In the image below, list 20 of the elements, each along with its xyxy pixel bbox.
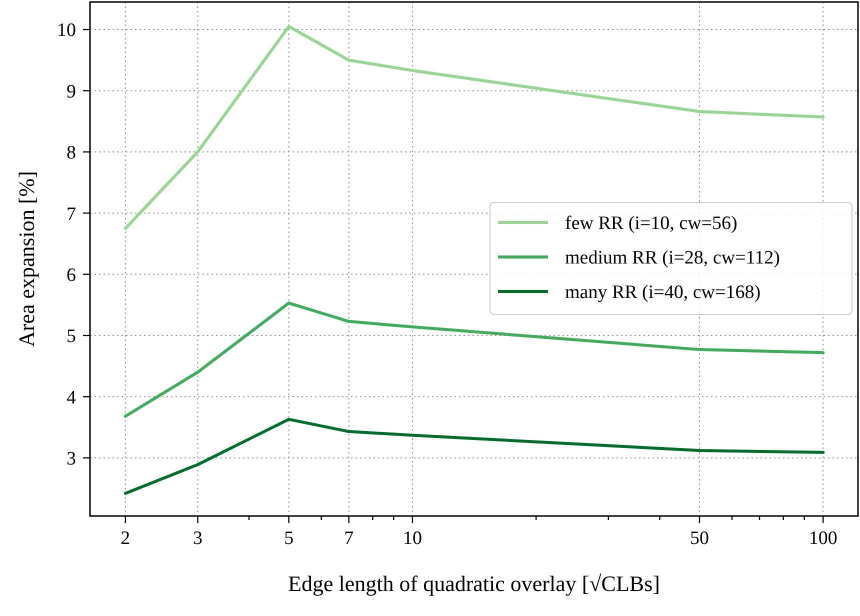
y-tick-label: 5 (66, 326, 76, 348)
y-tick-label: 3 (66, 448, 76, 470)
x-tick-label: 100 (808, 528, 838, 549)
y-axis-title: Area expansion [%] (14, 171, 39, 347)
x-tick-label: 5 (284, 528, 294, 549)
y-tick-label: 9 (66, 81, 76, 102)
x-axis-title: Edge length of quadratic overlay [√CLBs] (288, 571, 660, 596)
y-tick-label: 7 (66, 204, 76, 225)
legend-label: few RR (i=10, cw=56) (565, 213, 738, 234)
legend-label: medium RR (i=28, cw=112) (565, 248, 780, 269)
y-tick-label: 8 (66, 142, 76, 164)
y-tick-label: 4 (66, 387, 76, 408)
x-tick-label: 3 (192, 528, 202, 549)
legend-label: many RR (i=40, cw=168) (565, 282, 761, 304)
x-tick-label: 10 (402, 528, 422, 549)
y-tick-label: 10 (57, 20, 76, 42)
x-tick-label: 50 (690, 528, 709, 549)
x-tick-label: 7 (344, 528, 354, 549)
x-tick-label: 2 (120, 528, 130, 549)
y-tick-label: 6 (66, 264, 76, 286)
